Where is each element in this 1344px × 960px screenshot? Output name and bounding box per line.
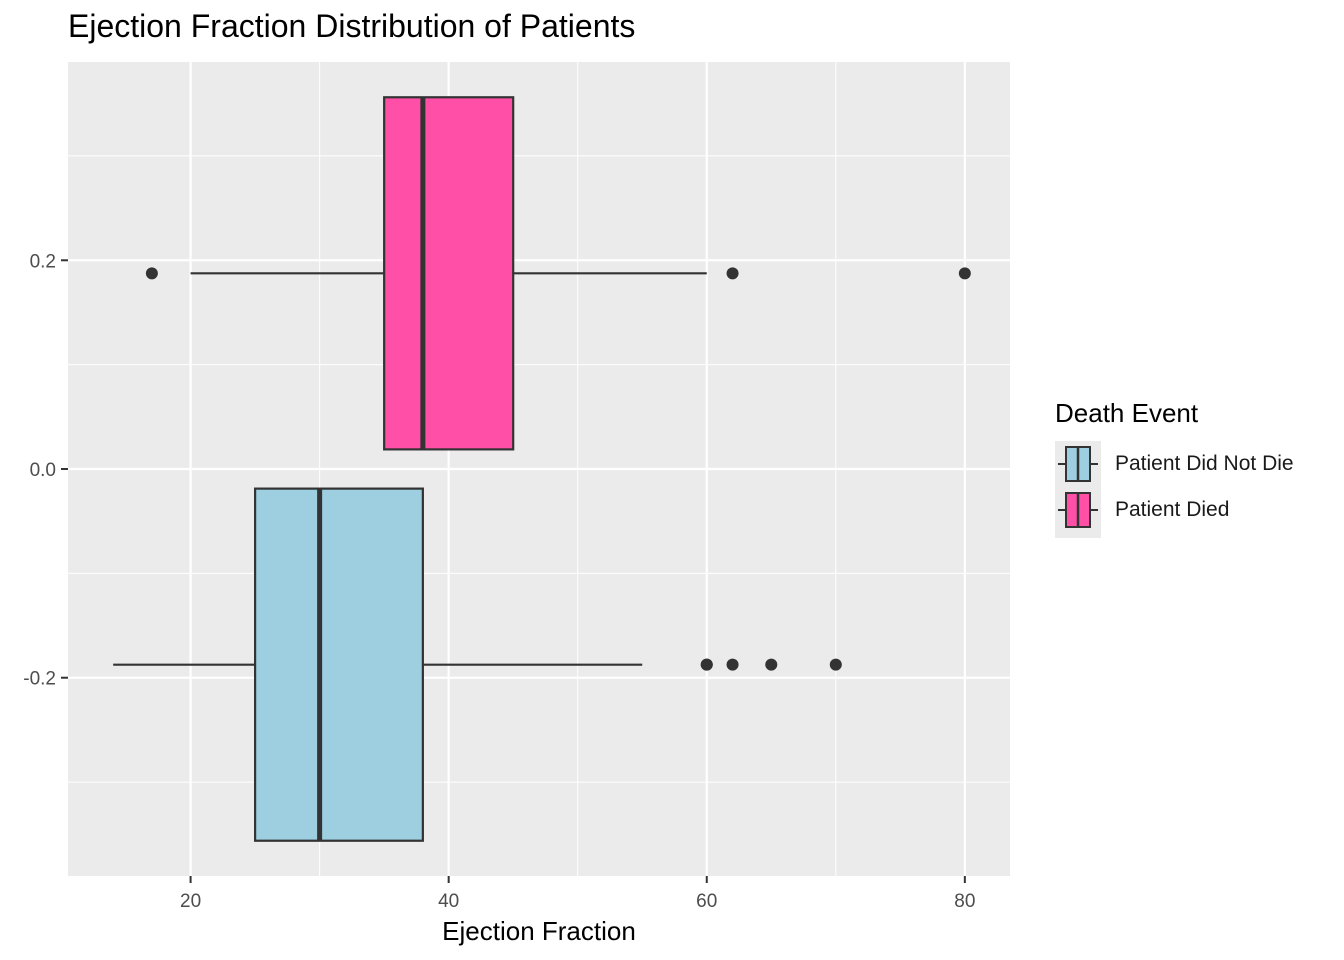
outlier-point: [726, 267, 739, 280]
x-tick-label: 80: [954, 891, 975, 912]
x-tick-label: 40: [438, 891, 459, 912]
outlier-point: [958, 267, 971, 280]
box-series: [113, 487, 842, 842]
legend-item: Patient Died: [1101, 487, 1294, 533]
box-iqr: [383, 96, 515, 451]
outlier-point: [829, 658, 842, 671]
legend: Death Event Patient Did Not Die Patient …: [1055, 398, 1294, 538]
legend-title: Death Event: [1055, 398, 1199, 428]
x-axis-label: Ejection Fraction: [442, 916, 636, 946]
boxes: [113, 96, 971, 842]
legend-label: Patient Did Not Die: [1115, 452, 1294, 475]
outlier-point: [765, 658, 778, 671]
legend-item: Patient Did Not Die: [1101, 441, 1294, 487]
box-iqr: [254, 487, 424, 842]
legend-keys: [1055, 441, 1101, 538]
legend-key: [1058, 446, 1098, 482]
axes: 20 40 60 80 -0.2 0.0 0.2: [23, 251, 975, 912]
outlier-point: [700, 658, 713, 671]
outlier-point: [726, 658, 739, 671]
chart-title: Ejection Fraction Distribution of Patien…: [68, 8, 636, 44]
outlier-point: [145, 267, 158, 280]
y-tick-label: 0.0: [30, 460, 56, 481]
legend-label: Patient Died: [1115, 498, 1230, 521]
box-series: [145, 96, 971, 451]
y-tick-label: -0.2: [23, 669, 56, 690]
x-tick-label: 60: [696, 891, 717, 912]
legend-key: [1058, 492, 1098, 528]
x-tick-label: 20: [180, 891, 201, 912]
y-tick-label: 0.2: [30, 251, 56, 272]
grid-lines: [68, 62, 1010, 876]
